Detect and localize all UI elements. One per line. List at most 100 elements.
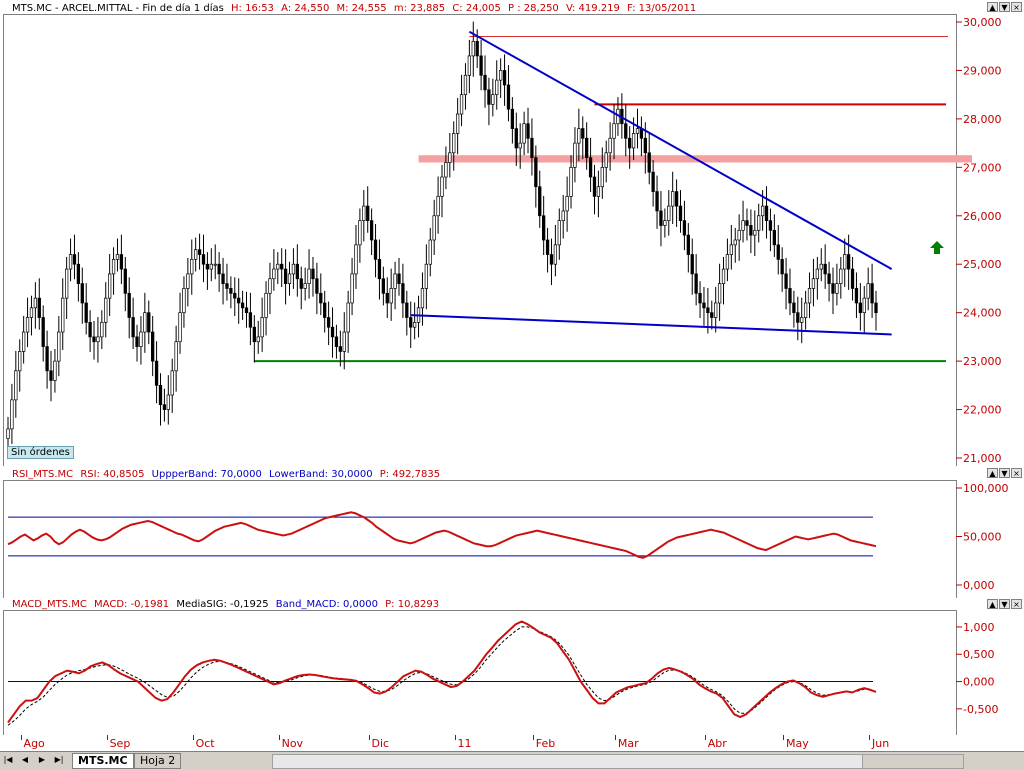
x-tick-mark — [278, 735, 280, 740]
candle-body — [561, 210, 565, 221]
macd-maximize-button[interactable]: ▼ — [999, 599, 1010, 609]
horizontal-scrollbar[interactable] — [272, 754, 874, 769]
rsi-value: RSI: 40,8505 — [80, 469, 145, 480]
prev-sheet-button[interactable]: ◀ — [21, 755, 29, 764]
candle-body — [710, 312, 714, 318]
candle-body — [823, 263, 827, 275]
candle-body — [88, 322, 92, 338]
close-value: C: 24,005 — [452, 3, 501, 14]
candle-body — [432, 215, 436, 241]
rsi-upper-band: UppperBand: 70,0000 — [151, 469, 262, 480]
x-tick-mark — [614, 735, 616, 740]
candle-body — [749, 225, 753, 236]
candle-body — [854, 288, 859, 304]
candle-body — [706, 307, 710, 314]
macd-chart: 1,000 0,500 0,000 -0,500 — [7, 620, 998, 726]
x-tick-label: May — [785, 737, 809, 750]
first-sheet-button[interactable]: |◀ — [3, 755, 13, 764]
tab-hoja2[interactable]: Hoja 2 — [134, 753, 182, 769]
tab-mts[interactable]: MTS.MC — [72, 753, 134, 769]
status-tag[interactable]: Sin órdenes — [7, 446, 74, 459]
candle-body — [49, 370, 53, 381]
rsi-minimize-button[interactable]: ▲ — [987, 468, 998, 478]
x-tick-mark — [704, 735, 706, 740]
macd-minimize-button[interactable]: ▲ — [987, 599, 998, 609]
next-sheet-button[interactable]: ▶ — [38, 755, 46, 764]
scroll-thumb[interactable] — [862, 754, 964, 769]
high-time: H: 16:53 — [231, 3, 274, 14]
last-sheet-button[interactable]: ▶| — [54, 755, 64, 764]
price-tick-label: 24,000 — [963, 307, 1002, 320]
candle-body — [807, 288, 812, 304]
x-tick-label: Sep — [109, 737, 131, 750]
candle-body — [45, 346, 49, 372]
candle-body — [819, 263, 823, 270]
candle-body — [557, 220, 561, 246]
candle-body — [123, 268, 127, 294]
macd-signal-line — [7, 626, 877, 726]
candle-body — [64, 268, 69, 299]
candle-body — [205, 263, 210, 270]
candle-body — [76, 263, 81, 284]
candle-body — [479, 55, 483, 76]
x-tick-mark — [532, 735, 534, 740]
candle-body — [573, 142, 577, 168]
candle-body — [831, 283, 835, 294]
rsi-window-buttons: ▲ ▼ × — [987, 468, 1022, 478]
minimize-button[interactable]: ▲ — [987, 2, 998, 12]
candle-body — [373, 239, 378, 260]
x-tick-label: Oct — [195, 737, 215, 750]
price-tick-label: 28,000 — [963, 113, 1002, 126]
x-tick-label: 11 — [457, 737, 472, 750]
candle-body — [463, 74, 468, 96]
candle-body — [674, 191, 679, 207]
candle-body — [424, 263, 429, 289]
candle-body — [714, 302, 718, 318]
candle-body — [659, 210, 663, 226]
candle-body — [182, 288, 186, 314]
price-header: MTS.MC - ARCEL.MITTAL - Fin de día 1 día… — [12, 3, 700, 14]
rsi-header: RSI_MTS.MC RSI: 40,8505 UppperBand: 70,0… — [12, 469, 444, 480]
candle-body — [334, 336, 339, 347]
close-button[interactable]: × — [1011, 2, 1022, 12]
maximize-button[interactable]: ▼ — [999, 2, 1010, 12]
candle-body — [725, 254, 730, 270]
candle-body — [283, 268, 288, 284]
x-tick-label: Nov — [281, 737, 304, 750]
candle-body — [80, 283, 84, 304]
rsi-maximize-button[interactable]: ▼ — [999, 468, 1010, 478]
candle-body — [295, 263, 299, 280]
candle-body — [600, 166, 604, 188]
candle-body — [244, 307, 249, 314]
macd-pane: MACD_MTS.MC MACD: -0,1981 MediaSIG: -0,1… — [0, 598, 1024, 736]
candle-body — [436, 196, 440, 217]
candle-body — [585, 137, 589, 158]
rsi-close-button[interactable]: × — [1011, 468, 1022, 478]
macd-tick-label: 1,000 — [963, 621, 995, 634]
rsi-pane: RSI_MTS.MC RSI: 40,8505 UppperBand: 70,0… — [0, 466, 1024, 599]
candle-body — [311, 268, 315, 280]
candle-body — [467, 55, 472, 76]
candle-body — [213, 263, 217, 266]
candle-body — [498, 70, 503, 81]
macd-header: MACD_MTS.MC MACD: -0,1981 MediaSIG: -0,1… — [12, 599, 443, 610]
price-tick-label: 23,000 — [963, 355, 1002, 368]
macd-close-button[interactable]: × — [1011, 599, 1022, 609]
macd-plot-frame — [3, 610, 957, 736]
candle-body — [796, 312, 800, 323]
candle-body — [225, 283, 229, 289]
candle-body — [612, 123, 616, 139]
price-value: P : 28,250 — [508, 3, 559, 14]
candle-body — [381, 278, 386, 294]
candle-body — [542, 215, 546, 241]
x-tick-label: Feb — [535, 737, 556, 750]
candle-body — [663, 220, 667, 226]
candle-body — [158, 384, 163, 406]
candle-body — [338, 346, 342, 352]
candle-body — [530, 137, 534, 158]
candle-body — [385, 292, 389, 304]
candle-body — [405, 302, 409, 318]
candle-body — [487, 89, 491, 105]
candle-body — [839, 268, 843, 284]
rsi-tick-label: 50,000 — [963, 531, 1002, 544]
